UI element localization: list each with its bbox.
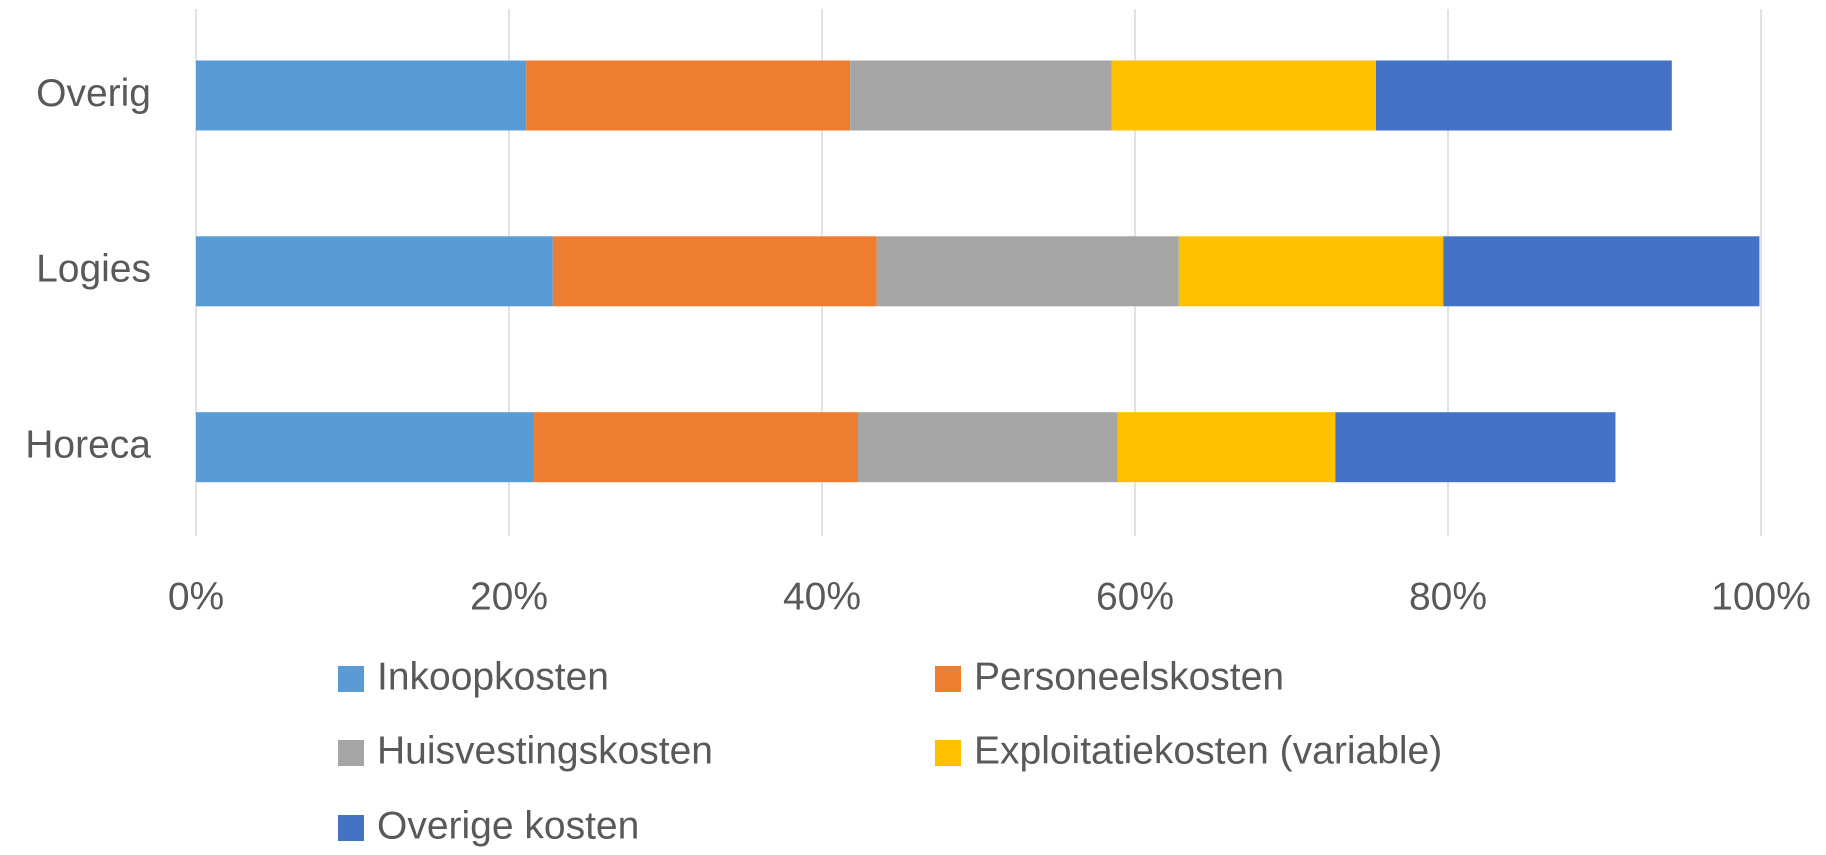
legend-swatch [935, 666, 961, 692]
legend-swatch [338, 740, 364, 766]
legend-label: Overige kosten [377, 804, 639, 847]
y-tick-label: Horeca [25, 423, 151, 466]
x-tick-label: 80% [1409, 575, 1487, 618]
x-tick-label: 20% [470, 575, 548, 618]
bar-segment [850, 60, 1112, 131]
y-tick-label: Overig [36, 72, 151, 115]
legend-label: Inkoopkosten [377, 655, 609, 698]
legend-label: Personeelskosten [974, 655, 1284, 698]
bar-segment [876, 236, 1179, 307]
x-tick-label: 0% [168, 575, 224, 618]
legend-swatch [935, 740, 961, 766]
bar-segment [534, 412, 858, 483]
bar-segment [1178, 236, 1444, 307]
x-tick-label: 60% [1096, 575, 1174, 618]
x-tick-label: 100% [1711, 575, 1811, 618]
legend-label: Huisvestingskosten [377, 729, 713, 772]
bar-segment [1335, 412, 1616, 483]
legend-label: Exploitatiekosten (variable) [974, 729, 1442, 772]
x-tick-label: 40% [783, 575, 861, 618]
bar-segment [857, 412, 1118, 483]
y-tick-label: Logies [36, 248, 151, 291]
bar-segment [1117, 412, 1336, 483]
legend-swatch [338, 815, 364, 841]
bar-segment [526, 60, 851, 131]
bar-segment [1443, 236, 1760, 307]
bar-segment [196, 60, 527, 131]
bar-segment [196, 236, 553, 307]
bar-segment [196, 412, 535, 483]
bar-segment [1111, 60, 1377, 131]
bar-segment [552, 236, 877, 307]
legend-swatch [338, 666, 364, 692]
bar-segment [1376, 60, 1672, 131]
